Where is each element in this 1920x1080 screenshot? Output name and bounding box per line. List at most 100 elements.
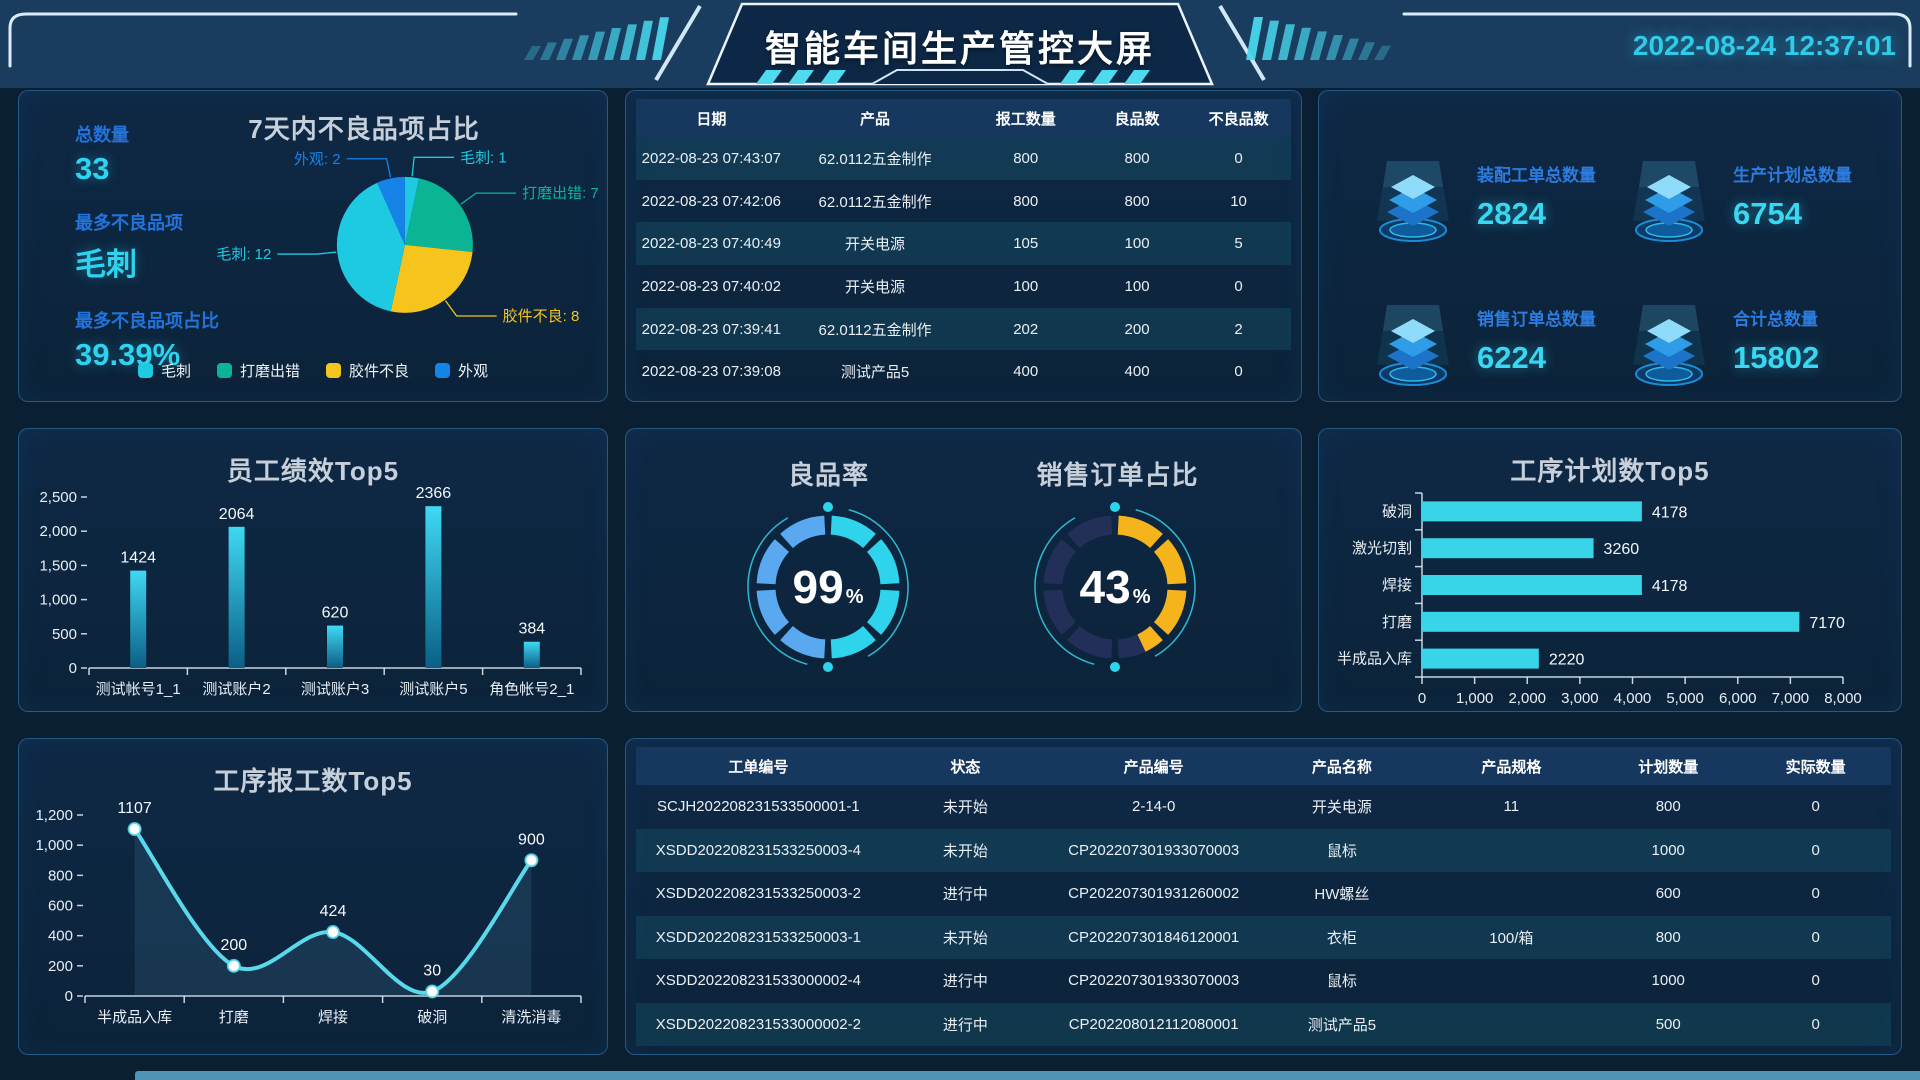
svg-text:7,000: 7,000 bbox=[1772, 690, 1810, 707]
svg-text:2,000: 2,000 bbox=[1508, 690, 1546, 707]
legend-item: 打磨出错 bbox=[216, 360, 300, 381]
notch-stripe bbox=[1124, 70, 1150, 84]
svg-text:1107: 1107 bbox=[117, 800, 152, 817]
table-cell: 0 bbox=[1811, 972, 1820, 990]
panel-process-plan: 工序计划数Top5 0 1,000 2,000 3,000 4,000 5,000 6,00… bbox=[1318, 428, 1902, 712]
header-stripe bbox=[1262, 20, 1279, 61]
stat-card-value: 2824 bbox=[1477, 196, 1546, 231]
header-stripe bbox=[1326, 35, 1343, 60]
svg-text:激光切割: 激光切割 bbox=[1352, 540, 1412, 557]
panel-process-report: 工序报工数Top5 0 200 400 600 800 1,000 1,200 1107 半成品… bbox=[18, 738, 608, 1055]
svg-text:1,200: 1,200 bbox=[35, 807, 73, 824]
svg-text:破洞: 破洞 bbox=[1382, 503, 1412, 520]
stat-card-value: 6224 bbox=[1477, 340, 1546, 375]
panel-order-totals: 装配工单总数量 2824 生产计划总数量 6754 bbox=[1318, 90, 1902, 402]
table-cell: 500 bbox=[1655, 1015, 1681, 1033]
table-cell: XSDD202208231533000002-4 bbox=[655, 972, 861, 990]
yield_gauge-svg: 99% bbox=[747, 502, 909, 672]
svg-text:测试账户3: 测试账户3 bbox=[301, 681, 369, 698]
table-cell: 0 bbox=[1811, 1015, 1820, 1033]
svg-text:4,000: 4,000 bbox=[1614, 690, 1652, 707]
legend-swatch bbox=[326, 363, 341, 378]
table-cell: 400 bbox=[1124, 363, 1150, 381]
svg-text:半成品入库: 半成品入库 bbox=[1337, 651, 1412, 668]
stat-card-assembly-orders: 装配工单总数量 2824 bbox=[1371, 157, 1621, 267]
bar bbox=[228, 526, 245, 668]
header-stripe bbox=[540, 42, 557, 60]
gauge-value: 43% bbox=[1080, 561, 1151, 613]
table-cell: 0 bbox=[1234, 363, 1243, 381]
table-header-row: 工单编号 状态 产品编号 产品名称 产品规格 计划数量 实际数量 bbox=[636, 747, 1891, 785]
panel-title: 7天内不良品项占比 bbox=[248, 114, 480, 144]
table-cell: XSDD202208231533250003-2 bbox=[655, 885, 861, 903]
stat-value: 33 bbox=[75, 151, 110, 186]
panel-defect-ratio: 7天内不良品项占比 总数量 33 最多不良品项 毛刺 最多不良品项占比 39.3… bbox=[18, 90, 608, 402]
legend-label: 外观 bbox=[458, 363, 489, 380]
table-cell: 2022-08-23 07:39:41 bbox=[641, 320, 781, 338]
stat-card-text: 合计总数量 15802 bbox=[1733, 301, 1819, 376]
datetime: 2022-08-24 12:37:01 bbox=[1632, 30, 1896, 61]
line-point bbox=[127, 822, 142, 837]
svg-text:6,000: 6,000 bbox=[1719, 690, 1757, 707]
table-cell: 0 bbox=[1811, 841, 1820, 859]
pie-leader-line bbox=[411, 156, 455, 177]
table-cell: 600 bbox=[1655, 885, 1681, 903]
table-cell: XSDD202208231533000002-2 bbox=[655, 1015, 861, 1033]
table-cell: 1000 bbox=[1651, 972, 1685, 990]
svg-text:测试帐号1_1: 测试帐号1_1 bbox=[96, 681, 181, 698]
svg-text:8,000: 8,000 bbox=[1824, 690, 1862, 707]
svg-text:破洞: 破洞 bbox=[417, 1009, 447, 1026]
table-cell: 0 bbox=[1811, 928, 1820, 946]
line-area bbox=[134, 829, 532, 996]
svg-text:清洗消毒: 清洗消毒 bbox=[501, 1009, 561, 1026]
svg-text:测试账户5: 测试账户5 bbox=[399, 681, 467, 698]
pie-leader-line bbox=[346, 158, 392, 178]
employee-bar-chart: 0 500 1,000 1,500 2,000 2,500 1424 测试帐号1_1 2064 测… bbox=[19, 469, 609, 729]
pie-leader-line bbox=[460, 192, 517, 205]
table-cell: 800 bbox=[1124, 192, 1150, 210]
table-cell: 2022-08-23 07:40:49 bbox=[641, 235, 781, 253]
work-order-table: 工单编号 状态 产品编号 产品名称 产品规格 计划数量 实际数量 SCJH2022082315… bbox=[636, 747, 1891, 1046]
employee_bar-svg: 0 500 1,000 1,500 2,000 2,500 1424 测试帐号1_1 2064 测… bbox=[39, 485, 582, 698]
svg-text:400: 400 bbox=[48, 928, 73, 945]
table-cell: 2022-08-23 07:39:08 bbox=[641, 363, 781, 381]
defect_pie-svg: 毛刺: 1 打磨出错: 7 胶件不良: 8 毛刺: 12 外观: 2 bbox=[216, 149, 598, 325]
header-stripe bbox=[1278, 24, 1295, 60]
svg-text:0: 0 bbox=[69, 660, 77, 677]
header-line-right bbox=[1402, 12, 1912, 68]
notch-stripe bbox=[756, 70, 782, 84]
defect-pie-chart: 毛刺: 1 打磨出错: 7 胶件不良: 8 毛刺: 12 外观: 2 bbox=[137, 119, 607, 361]
stat-card-text: 销售订单总数量 6224 bbox=[1477, 301, 1596, 376]
layers-icon bbox=[1633, 161, 1705, 242]
stat-card-grand-total: 合计总数量 15802 bbox=[1627, 301, 1877, 411]
table-row: XSDD202208231533250003-1 未开始 CP20220730184… bbox=[636, 915, 1891, 959]
svg-text:毛刺: 12: 毛刺: 12 bbox=[216, 246, 271, 263]
pie-slice bbox=[377, 176, 405, 245]
column-header: 实际数量 bbox=[1785, 758, 1846, 776]
pie-legend: 毛刺 打磨出错 胶件不良 外观 bbox=[19, 360, 607, 381]
svg-text:2,000: 2,000 bbox=[39, 523, 77, 540]
column-header: 状态 bbox=[950, 758, 981, 776]
table-cell: 进行中 bbox=[942, 886, 988, 904]
pie-slice bbox=[404, 176, 420, 245]
column-header: 日期 bbox=[696, 110, 727, 128]
notch-stripe bbox=[1092, 70, 1118, 84]
stat-card-label: 合计总数量 bbox=[1733, 310, 1818, 329]
header-stripe bbox=[1374, 45, 1391, 60]
table-cell: CP202207301931260002 bbox=[1068, 885, 1240, 903]
table-row: 2022-08-23 07:39:41 62.0112五金制作 202 200 2 bbox=[636, 307, 1291, 351]
process-plan-bar-chart: 0 1,000 2,000 3,000 4,000 5,000 6,000 7,000 8,00… bbox=[1319, 469, 1903, 709]
table-cell: CP202207301846120001 bbox=[1068, 928, 1240, 946]
table-cell: 200 bbox=[1124, 320, 1150, 338]
svg-text:毛刺: 1: 毛刺: 1 bbox=[460, 149, 507, 166]
legend-label: 毛刺 bbox=[160, 363, 191, 380]
process-report-line-chart: 0 200 400 600 800 1,000 1,200 1107 半成品入库 200 打磨 424… bbox=[19, 784, 609, 1049]
table-cell: 开关电源 bbox=[845, 278, 906, 296]
svg-text:测试账户2: 测试账户2 bbox=[202, 681, 270, 698]
table-cell: 11 bbox=[1503, 798, 1520, 816]
table-cell: 衣柜 bbox=[1326, 929, 1357, 947]
header-stripe bbox=[1358, 42, 1375, 60]
stat-card-value: 15802 bbox=[1733, 340, 1820, 375]
stat-top-defect: 最多不良品项 毛刺 bbox=[75, 209, 305, 284]
stat-value: 毛刺 bbox=[75, 247, 137, 282]
